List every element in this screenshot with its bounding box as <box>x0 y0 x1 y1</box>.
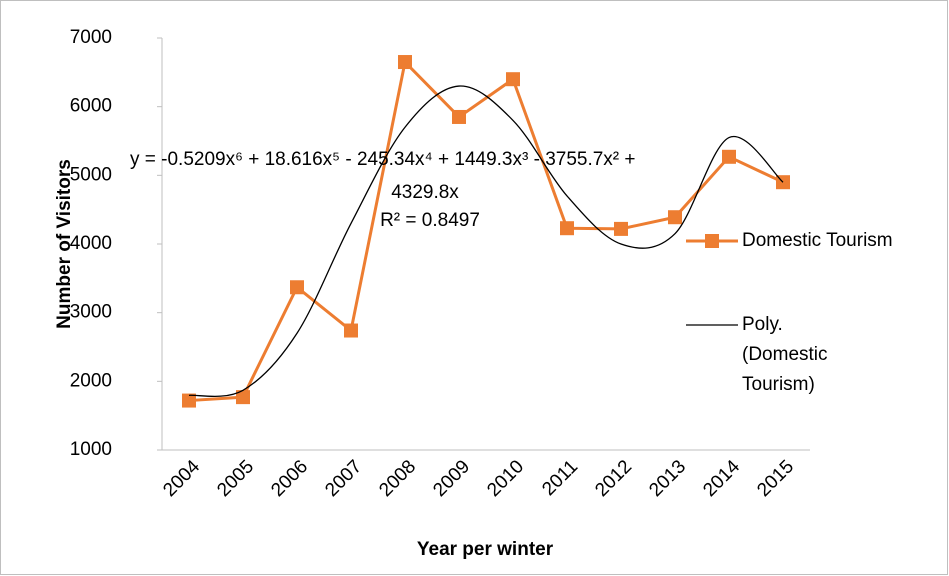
trendline <box>188 85 784 398</box>
marker <box>236 390 250 405</box>
y-tick-label: 4000 <box>70 233 112 254</box>
marker <box>614 221 628 236</box>
x-axis-label: Year per winter <box>417 539 554 560</box>
y-tick-label: 2000 <box>70 370 112 391</box>
legend-label: Poly. (Domestic Tourism) <box>742 314 828 395</box>
marker <box>398 55 412 70</box>
trendline-equation: y = -0.5209x⁶ + 18.616x⁵ - 245.34x⁴ + 14… <box>130 149 636 170</box>
marker <box>452 109 466 124</box>
marker <box>344 323 358 338</box>
marker <box>668 210 682 225</box>
series-line <box>188 58 784 403</box>
y-tick-label: 3000 <box>70 302 112 323</box>
marker <box>506 72 520 87</box>
y-axis-label: Number of Visitors <box>54 159 75 329</box>
marker <box>182 393 196 408</box>
marker <box>290 280 304 295</box>
legend-key <box>705 234 719 248</box>
y-tick-label: 6000 <box>70 96 112 117</box>
marker <box>722 149 736 164</box>
marker <box>560 221 574 236</box>
r-squared: R² = 0.8497 <box>380 210 480 231</box>
y-tick-label: 1000 <box>70 439 112 460</box>
legend-label: Domestic Tourism <box>742 230 893 251</box>
y-tick-label: 5000 <box>70 164 112 185</box>
trendline-equation: 4329.8x <box>391 182 459 203</box>
y-tick-label: 7000 <box>70 27 112 48</box>
